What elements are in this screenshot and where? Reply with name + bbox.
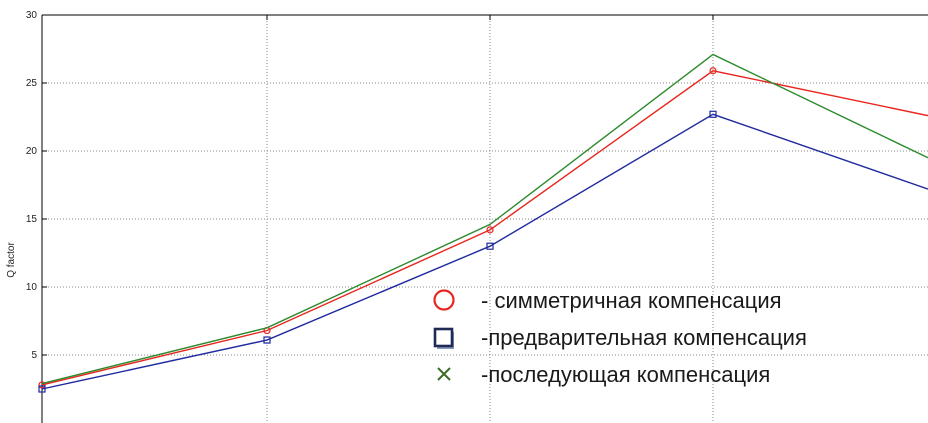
point-circle xyxy=(709,67,717,75)
series-line-square xyxy=(41,113,928,390)
point-circle xyxy=(486,226,494,234)
point-square xyxy=(263,336,271,344)
legend-label-square: -предварительная компенсация xyxy=(481,325,807,350)
y-tick-label: 20 xyxy=(26,146,38,157)
point-square xyxy=(38,385,46,393)
y-tick-label: 15 xyxy=(26,214,38,225)
point-square xyxy=(486,242,494,250)
point-circle xyxy=(38,381,46,389)
series-group xyxy=(38,53,928,393)
series-line-x xyxy=(41,53,928,385)
legend-square-marker xyxy=(433,327,454,348)
y-tick-label: 5 xyxy=(31,350,37,361)
point-square xyxy=(709,110,717,118)
y-tick-label: 25 xyxy=(26,78,38,89)
y-axis-label: Q factor xyxy=(6,242,17,278)
legend-label-x: -последующая компенсация xyxy=(481,362,770,387)
legend-x-marker xyxy=(437,367,451,381)
y-tick-label: 10 xyxy=(26,282,38,293)
y-tick-label: 30 xyxy=(26,10,38,21)
legend-x-stroke xyxy=(437,367,451,381)
y-ticks: 5 10 15 20 25 30 xyxy=(26,10,47,361)
legend: - симметричная компенсация -предварительн… xyxy=(433,288,807,387)
series-line-circle xyxy=(41,70,928,386)
legend-label-circle: - симметричная компенсация xyxy=(481,288,782,313)
legend-circle-marker xyxy=(433,289,455,311)
